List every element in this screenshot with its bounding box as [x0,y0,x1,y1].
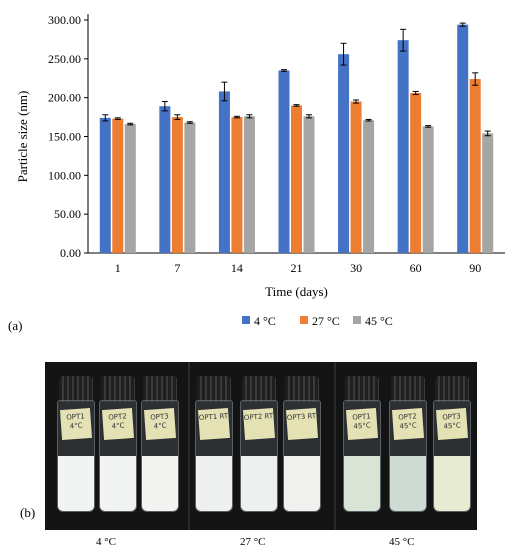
vial-cap [143,376,177,402]
bar-90-series-0 [457,24,469,253]
vial-glass: OPT2 RT [240,400,278,512]
y-tick-label: 100.00 [48,168,81,182]
legend-label-0: 4 °C [254,314,276,328]
x-tick-label: 14 [231,261,243,275]
bar-60-series-0 [397,40,409,254]
vial: OPT1 RT [195,376,233,517]
vial-cap [391,376,425,402]
vial-tag: OPT1 4°C [59,407,93,441]
vial-cap [242,376,276,402]
y-tick-label: 0.00 [60,246,81,260]
vial-glass: OPT2 4°C [99,400,137,512]
y-tick-label: 150.00 [48,130,81,144]
y-axis-title: Particle size (nm) [15,91,30,183]
legend-swatch-2 [353,316,361,324]
vial-glass: OPT3 RT [283,400,321,512]
vial-liquid [434,456,470,511]
vial-cap [197,376,231,402]
bar-90-series-2 [482,133,494,253]
vial-liquid [241,456,277,511]
bar-30-series-2 [363,120,375,253]
bar-21-series-2 [303,116,315,253]
x-tick-label: 60 [410,261,422,275]
bar-60-series-2 [422,126,434,253]
vial-cap [345,376,379,402]
bar-1-series-0 [99,117,111,253]
particle-size-chart: 0.00 50.00 100.00 150.00 200.00 250.00 300.00 1… [15,13,505,328]
x-tick-label: 7 [174,261,180,275]
bar-14-series-2 [243,116,255,253]
vial-cap [101,376,135,402]
vial: OPT2 45°C [389,376,427,517]
legend-swatch-1 [300,316,308,324]
bar-7-series-1 [171,117,183,253]
vial-glass: OPT2 45°C [389,400,427,512]
panel-a-label: (a) [8,318,23,333]
vial-cap [59,376,93,402]
vial: OPT2 4°C [99,376,137,517]
vial: OPT3 RT [283,376,321,517]
legend-swatch-0 [242,316,250,324]
vial-liquid [390,456,426,511]
x-tick-label: 30 [350,261,362,275]
vial: OPT1 4°C [57,376,95,517]
vial-cap [435,376,469,402]
vial-liquid [344,456,380,511]
y-tick-label: 300.00 [48,13,81,27]
vial-liquid [100,456,136,511]
y-tick-label: 200.00 [48,91,81,105]
vial-glass: OPT3 4°C [141,400,179,512]
vial-cap [285,376,319,402]
caption-27c: 27 °C [240,536,266,548]
vial-liquid [284,456,320,511]
bar-30-series-1 [350,101,362,253]
vial-tag: OPT1 45°C [345,407,379,441]
vial-glass: OPT1 45°C [343,400,381,512]
vial-tag: OPT3 RT [285,407,319,441]
y-tick-label: 250.00 [48,52,81,66]
vial: OPT1 45°C [343,376,381,517]
y-tick-label: 50.00 [54,207,81,221]
bar-60-series-1 [410,93,422,253]
x-tick-label: 21 [291,261,303,275]
vial-liquid [58,456,94,511]
bar-1-series-1 [112,118,124,254]
vial-liquid [196,456,232,511]
vial-glass: OPT3 45°C [433,400,471,512]
vial-tag: OPT3 45°C [435,407,469,441]
caption-4c: 4 °C [96,536,116,548]
vial-glass: OPT1 RT [195,400,233,512]
x-tick-label: 90 [469,261,481,275]
bar-14-series-0 [218,91,230,253]
caption-45c: 45 °C [389,536,415,548]
x-axis-title: Time (days) [265,284,328,299]
vial: OPT3 4°C [141,376,179,517]
vial: OPT2 RT [240,376,278,517]
bar-21-series-0 [278,70,290,253]
photo-separator [334,362,336,530]
vial-tag: OPT3 4°C [143,407,177,441]
vials-photo: OPT1 4°C OPT2 4°C OPT3 4°C OPT1 RT OPT2 RT OP… [45,362,477,530]
bar-7-series-0 [159,106,171,254]
vial: OPT3 45°C [433,376,471,517]
bar-7-series-2 [184,122,196,254]
legend-label-2: 45 °C [365,314,393,328]
bar-1-series-2 [124,124,136,253]
vial-tag: OPT2 45°C [391,407,425,441]
vial-liquid [142,456,178,511]
vial-glass: OPT1 4°C [57,400,95,512]
vial-tag: OPT1 RT [197,407,231,441]
bar-30-series-0 [338,54,350,253]
panel-b-label: (b) [20,505,36,520]
bar-14-series-1 [231,117,243,253]
photo-separator [188,362,190,530]
x-tick-label: 1 [115,261,121,275]
vial-tag: OPT2 4°C [101,407,135,441]
bar-90-series-1 [469,79,481,253]
bar-21-series-1 [291,105,302,253]
vial-tag: OPT2 RT [242,407,276,441]
legend-label-1: 27 °C [312,314,340,328]
